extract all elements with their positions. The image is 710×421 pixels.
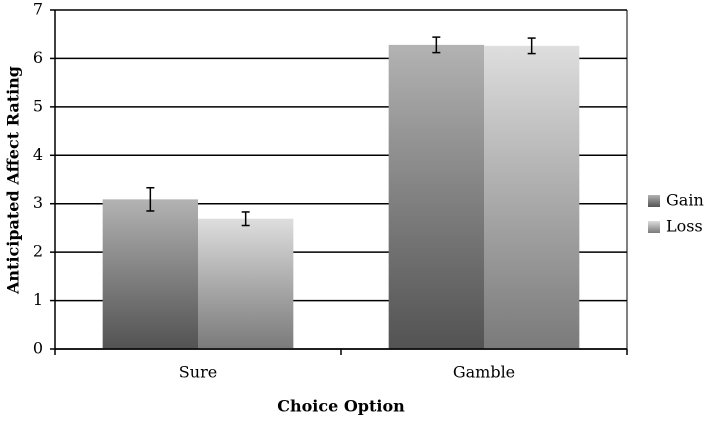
y-tick-label: 1 <box>33 290 43 309</box>
legend-swatch <box>648 221 660 233</box>
legend-swatch <box>648 195 660 207</box>
y-tick-label: 5 <box>33 96 43 115</box>
y-tick-label: 3 <box>33 193 43 212</box>
x-tick-label: Gamble <box>453 363 515 382</box>
error-bar <box>146 186 155 212</box>
error-bar <box>241 211 250 227</box>
bar <box>484 45 580 349</box>
y-tick-label: 6 <box>33 48 43 67</box>
legend-label: Loss <box>666 217 703 236</box>
y-tick-label: 7 <box>33 0 43 19</box>
bar <box>198 218 294 349</box>
y-tick-label: 0 <box>33 339 43 358</box>
legend-label: Gain <box>666 191 704 210</box>
y-tick-label: 2 <box>33 242 43 261</box>
bar <box>388 44 484 350</box>
y-tick-label: 4 <box>33 145 43 164</box>
x-tick-label: Sure <box>179 363 217 382</box>
error-bar <box>432 36 441 54</box>
bar <box>102 199 198 349</box>
error-bar <box>527 37 536 55</box>
x-axis-title: Choice Option <box>277 397 405 416</box>
y-axis-title: Anticipated Affect Rating <box>4 66 23 295</box>
